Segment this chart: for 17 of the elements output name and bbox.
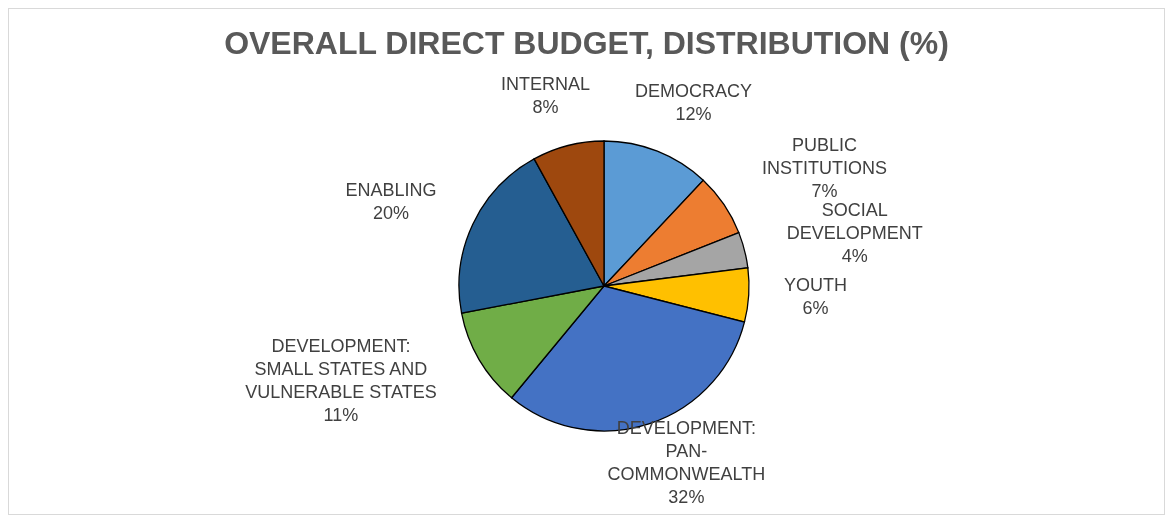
data-label: 12% bbox=[675, 104, 712, 125]
slice-label: DEVELOPMENT: SMALL STATES AND VULNERABLE STATES bbox=[245, 335, 437, 402]
slice-label: PUBLIC INSTITUTIONS bbox=[762, 135, 887, 179]
data-label: 4% bbox=[841, 246, 868, 267]
slice-label: ENABLING bbox=[345, 179, 437, 200]
slice-label: DEMOCRACY bbox=[635, 81, 753, 102]
data-label: 7% bbox=[811, 181, 838, 202]
slice-label: SOCIAL DEVELOPMENT bbox=[786, 200, 923, 244]
chart-title: OVERALL DIRECT BUDGET, DISTRIBUTION (%) bbox=[223, 24, 950, 63]
data-label: 8% bbox=[532, 96, 559, 117]
slice-label: INTERNAL bbox=[500, 73, 590, 94]
slice-label: YOUTH bbox=[784, 274, 848, 295]
data-label: 11% bbox=[323, 404, 359, 425]
data-label: 32% bbox=[668, 486, 705, 507]
data-label: 6% bbox=[802, 297, 829, 318]
data-label: 20% bbox=[372, 202, 410, 223]
slice-label: DEVELOPMENT: PAN-COMMONWEALTH bbox=[607, 417, 766, 484]
